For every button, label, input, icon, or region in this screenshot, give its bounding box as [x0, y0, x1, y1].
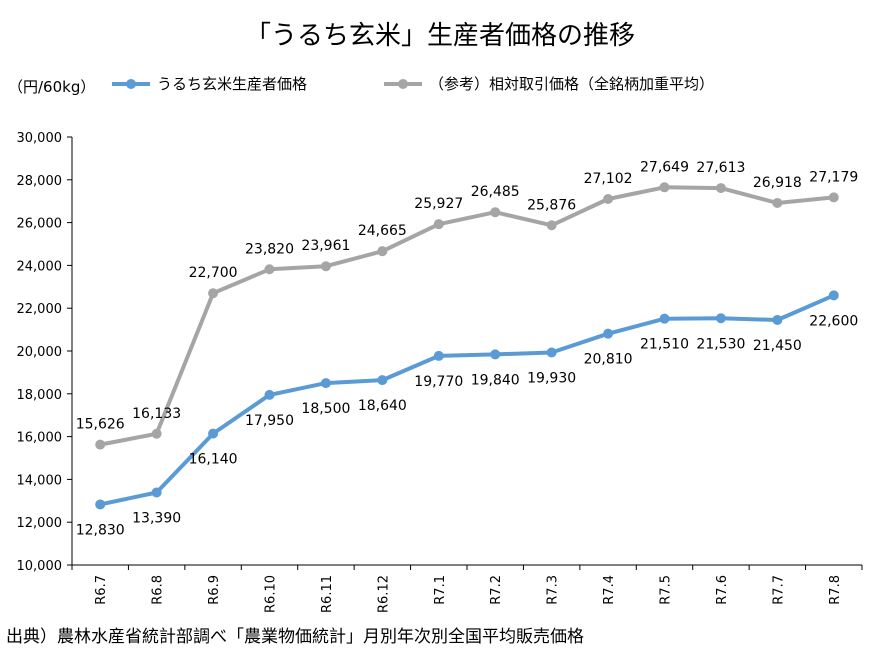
data-point [151, 487, 162, 498]
data-point [659, 313, 670, 324]
legend-label-producer: うるち玄米生産者価格 [157, 75, 307, 93]
data-label: 19,840 [471, 372, 520, 388]
data-label: 16,140 [189, 452, 238, 468]
x-tick-label: R7.1 [433, 575, 448, 605]
data-point [433, 350, 444, 361]
y-tick-label: 10,000 [17, 559, 63, 574]
x-tick-label: R6.7 [94, 575, 109, 605]
y-tick-label: 22,000 [17, 302, 63, 317]
data-label: 21,530 [696, 336, 745, 352]
data-point [264, 264, 275, 275]
legend: うるち玄米生産者価格 （参考）相対取引価格（全銘柄加重平均） [112, 75, 714, 93]
x-tick-label: R7.7 [771, 575, 786, 605]
data-point [151, 428, 162, 439]
y-tick-label: 24,000 [17, 259, 63, 274]
data-label: 12,830 [76, 522, 125, 538]
data-point [208, 428, 219, 439]
data-point [603, 194, 614, 205]
data-label: 25,927 [414, 196, 463, 212]
data-label: 27,179 [809, 169, 858, 185]
data-label: 13,390 [132, 510, 181, 526]
series-line-1 [98, 185, 836, 447]
data-point [320, 378, 331, 389]
series-line-0 [98, 293, 836, 507]
data-label: 23,820 [245, 241, 294, 257]
y-tick-label: 26,000 [17, 217, 63, 232]
y-tick-label: 16,000 [17, 431, 63, 446]
data-label: 18,640 [358, 398, 407, 414]
x-tick-label: R7.8 [828, 575, 843, 605]
y-tick-label: 20,000 [17, 345, 63, 360]
y-tick-label: 28,000 [17, 174, 63, 189]
y-axis-unit-label: （円/60kg） [8, 78, 95, 96]
data-point [320, 261, 331, 272]
x-tick-label: R6.12 [376, 575, 391, 613]
data-point [603, 328, 614, 339]
y-tick-label: 30,000 [17, 131, 63, 146]
data-label: 15,626 [76, 417, 125, 433]
data-label: 19,770 [414, 374, 463, 390]
y-tick-label: 18,000 [17, 388, 63, 403]
series-lines [98, 185, 836, 507]
y-tick-label: 12,000 [17, 516, 63, 531]
x-tick-label: R7.4 [602, 575, 617, 605]
y-tick-label: 14,000 [17, 473, 63, 488]
data-point [490, 349, 501, 360]
data-label: 25,876 [527, 197, 576, 213]
data-point [546, 347, 557, 358]
x-tick-label: R7.3 [546, 575, 561, 605]
data-point [659, 182, 670, 193]
data-point [264, 389, 275, 400]
x-tick-label: R6.11 [320, 575, 335, 613]
legend-marker-producer [126, 79, 136, 89]
data-label: 27,102 [584, 171, 633, 187]
data-point [95, 499, 106, 510]
data-label: 24,665 [358, 223, 407, 239]
data-point [828, 290, 839, 301]
legend-marker-relative [398, 79, 408, 89]
x-axis-ticks: R6.7 R6.8 R6.9 R6.10 R6.11 R6.12 R7.1 R7.2 R7.3 R… [71, 565, 863, 613]
data-label: 22,600 [809, 313, 858, 329]
x-tick-label: R6.10 [264, 575, 279, 613]
source-note: 出典）農林水産省統計部調べ「農業物価統計」月別年次別全国平均販売価格 [6, 627, 584, 647]
data-point [546, 220, 557, 231]
data-label: 17,950 [245, 413, 294, 429]
chart-title: 「うるち玄米」生産者価格の推移 [245, 21, 635, 51]
data-label: 26,918 [753, 175, 802, 191]
x-tick-label: R7.2 [489, 575, 504, 605]
data-label: 26,485 [471, 184, 520, 200]
data-label: 16,133 [132, 406, 181, 422]
data-label: 19,930 [527, 370, 576, 386]
data-label: 27,649 [640, 159, 689, 175]
data-point [377, 375, 388, 386]
x-tick-label: R7.6 [715, 575, 730, 605]
data-label: 20,810 [584, 352, 633, 368]
data-point [95, 439, 106, 450]
data-point [377, 246, 388, 257]
data-point [490, 207, 501, 218]
data-label: 27,613 [696, 160, 745, 176]
legend-label-relative: （参考）相対取引価格（全銘柄加重平均） [429, 75, 714, 93]
y-axis-ticks: 10,000 12,000 14,000 16,000 18,000 20,000 22,0… [17, 131, 72, 574]
x-tick-label: R6.8 [151, 575, 166, 605]
data-labels: 12,830 13,390 16,140 17,950 18,500 18,640 19,7… [76, 159, 859, 538]
data-point [715, 313, 726, 324]
data-label: 21,510 [640, 337, 689, 353]
data-point [772, 197, 783, 208]
x-tick-label: R7.5 [659, 575, 674, 605]
series-points [95, 182, 839, 510]
x-tick-label: R6.9 [207, 575, 222, 605]
data-label: 22,700 [189, 265, 238, 281]
data-point [208, 288, 219, 299]
data-label: 21,450 [753, 338, 802, 354]
data-point [715, 183, 726, 194]
data-point [772, 314, 783, 325]
data-point [433, 219, 444, 230]
data-point [828, 192, 839, 203]
data-label: 23,961 [301, 238, 350, 254]
data-label: 18,500 [301, 401, 350, 417]
